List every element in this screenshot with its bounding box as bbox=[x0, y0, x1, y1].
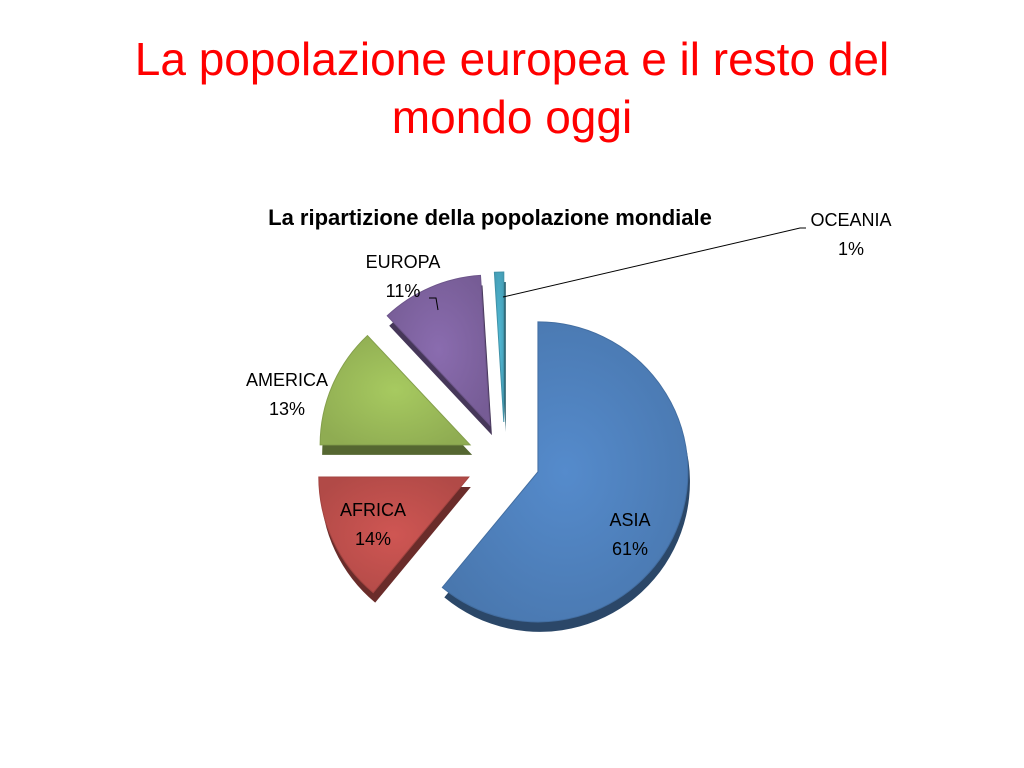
slice-europa bbox=[386, 274, 492, 436]
slice-value-oceania: 1% bbox=[837, 239, 864, 259]
slice-asia-face bbox=[441, 321, 689, 623]
slice-value-asia: 61% bbox=[611, 539, 649, 559]
slice-value-europa: 11% bbox=[385, 281, 421, 301]
slice-europa-face bbox=[386, 274, 491, 427]
slide-title: La popolazione europea e il resto del mo… bbox=[134, 33, 890, 143]
slice-oceania bbox=[493, 271, 506, 433]
chart-title: La ripartizione della popolazione mondia… bbox=[268, 205, 712, 230]
slice-label-africa: AFRICA 14% bbox=[318, 496, 428, 554]
slice-name-asia: ASIA bbox=[609, 510, 651, 530]
slice-africa-face bbox=[318, 476, 470, 594]
slice-name-africa: AFRICA bbox=[339, 500, 406, 520]
slice-africa bbox=[318, 476, 471, 603]
leader-line-oceania bbox=[502, 227, 806, 298]
slice-america bbox=[319, 334, 473, 455]
slice-label-oceania: OCEANIA 1% bbox=[796, 206, 906, 264]
slice-label-america: AMERICA 13% bbox=[232, 366, 342, 424]
slice-label-asia: ASIA 61% bbox=[575, 506, 685, 564]
slice-name-europa: EUROPA bbox=[365, 252, 441, 272]
slice-label-europa: EUROPA 11% bbox=[348, 248, 458, 306]
slice-value-africa: 14% bbox=[354, 529, 392, 549]
leader-line-europa bbox=[429, 297, 439, 311]
slice-name-oceania: OCEANIA bbox=[810, 210, 892, 230]
slice-asia bbox=[441, 321, 690, 632]
slice-oceania-face bbox=[493, 271, 505, 423]
slice-america-face bbox=[319, 334, 472, 446]
slice-value-america: 13% bbox=[268, 399, 306, 419]
slice-name-america: AMERICA bbox=[245, 370, 328, 390]
